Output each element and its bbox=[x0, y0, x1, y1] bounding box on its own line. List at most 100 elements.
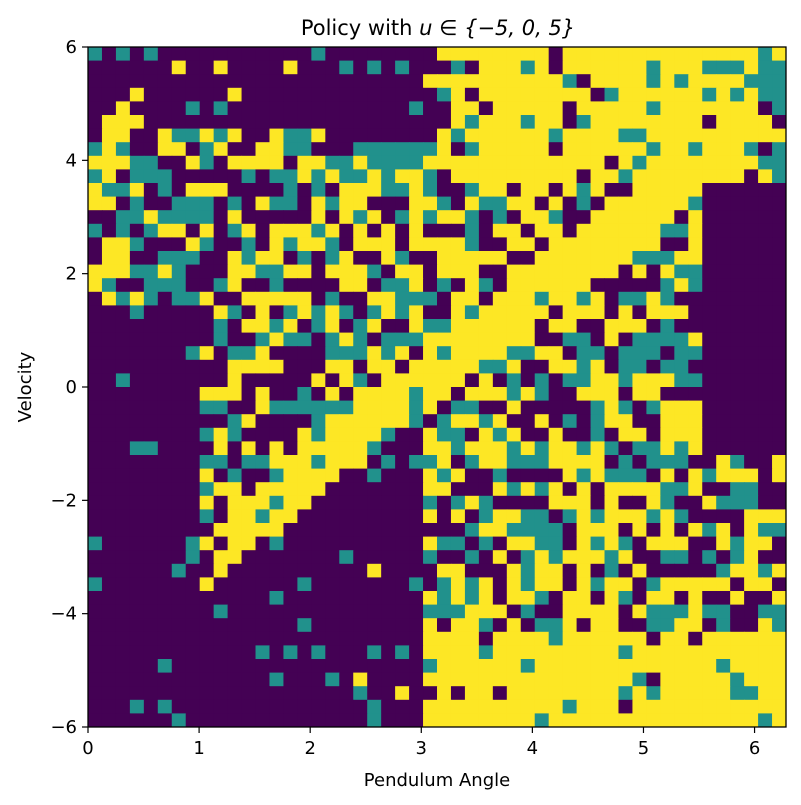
heatmap-cell bbox=[129, 47, 145, 62]
heatmap-cell bbox=[129, 196, 145, 211]
heatmap-cell bbox=[395, 482, 410, 497]
heatmap-cell bbox=[702, 686, 717, 701]
heatmap-cell bbox=[548, 60, 564, 75]
heatmap-cell bbox=[115, 291, 131, 306]
heatmap-cell bbox=[129, 60, 145, 75]
heatmap-cell bbox=[437, 223, 452, 238]
heatmap-cell bbox=[520, 332, 536, 347]
heatmap-cell bbox=[339, 74, 354, 89]
heatmap-cell bbox=[115, 482, 131, 497]
heatmap-cell bbox=[730, 237, 745, 252]
heatmap-cell bbox=[604, 387, 619, 402]
heatmap-cell bbox=[241, 183, 257, 198]
heatmap-cell bbox=[534, 169, 550, 184]
heatmap-cell bbox=[590, 74, 606, 89]
heatmap-cell bbox=[618, 468, 633, 483]
heatmap-cell bbox=[492, 155, 508, 170]
heatmap-cell bbox=[688, 495, 703, 510]
heatmap-cell bbox=[716, 346, 731, 361]
heatmap-cell bbox=[199, 631, 215, 646]
heatmap-cell bbox=[492, 319, 508, 334]
heatmap-cell bbox=[478, 387, 494, 402]
heatmap-cell bbox=[534, 373, 550, 388]
heatmap-cell bbox=[618, 155, 633, 170]
x-axis-label: Pendulum Angle bbox=[364, 770, 510, 791]
heatmap-cell bbox=[297, 305, 312, 320]
heatmap-cell bbox=[423, 387, 438, 402]
heatmap-cell bbox=[88, 577, 103, 592]
heatmap-cell bbox=[213, 359, 229, 374]
heatmap-cell bbox=[381, 319, 396, 334]
heatmap-cell bbox=[702, 332, 717, 347]
heatmap-cell bbox=[283, 563, 298, 578]
heatmap-cell bbox=[548, 346, 564, 361]
heatmap-cell bbox=[590, 128, 606, 143]
heatmap-cell bbox=[101, 414, 117, 429]
heatmap-cell bbox=[171, 563, 187, 578]
heatmap-cell bbox=[632, 169, 647, 184]
heatmap-cell bbox=[353, 155, 368, 170]
heatmap-cell bbox=[409, 523, 424, 538]
heatmap-cell bbox=[381, 699, 396, 714]
heatmap-cell bbox=[199, 713, 215, 728]
heatmap-cell bbox=[464, 455, 480, 470]
heatmap-cell bbox=[772, 400, 787, 415]
heatmap-cell bbox=[339, 142, 354, 157]
heatmap-cell bbox=[88, 183, 103, 198]
heatmap-cell bbox=[143, 468, 159, 483]
heatmap-cell bbox=[367, 699, 382, 714]
heatmap-cell bbox=[185, 577, 201, 592]
heatmap-cell bbox=[730, 482, 745, 497]
heatmap-cell bbox=[478, 47, 494, 62]
heatmap-cell bbox=[660, 577, 675, 592]
heatmap-cell bbox=[520, 251, 536, 266]
heatmap-cell bbox=[450, 251, 466, 266]
heatmap-cell bbox=[129, 645, 145, 660]
heatmap-cell bbox=[227, 509, 243, 524]
heatmap-cell bbox=[492, 128, 508, 143]
heatmap-cell bbox=[730, 74, 745, 89]
heatmap-cell bbox=[576, 183, 592, 198]
heatmap-cell bbox=[450, 659, 466, 674]
heatmap-cell bbox=[730, 128, 745, 143]
heatmap-cell bbox=[716, 455, 731, 470]
heatmap-cell bbox=[213, 577, 229, 592]
heatmap-cell bbox=[381, 359, 396, 374]
heatmap-cell bbox=[758, 713, 773, 728]
heatmap-cell bbox=[520, 686, 536, 701]
heatmap-cell bbox=[199, 509, 215, 524]
heatmap-cell bbox=[339, 495, 354, 510]
heatmap-cell bbox=[618, 101, 633, 116]
heatmap-cell bbox=[604, 305, 619, 320]
heatmap-cell bbox=[395, 210, 410, 225]
heatmap-cell bbox=[758, 699, 773, 714]
heatmap-cell bbox=[716, 672, 731, 687]
heatmap-cell bbox=[772, 332, 787, 347]
heatmap-cell bbox=[101, 196, 117, 211]
heatmap-cell bbox=[702, 455, 717, 470]
heatmap-cell bbox=[646, 659, 661, 674]
heatmap-cell bbox=[632, 482, 647, 497]
heatmap-cell bbox=[520, 169, 536, 184]
heatmap-cell bbox=[227, 359, 243, 374]
heatmap-cell bbox=[157, 142, 173, 157]
heatmap-cell bbox=[437, 291, 452, 306]
heatmap-cell bbox=[464, 319, 480, 334]
heatmap-cell bbox=[255, 210, 270, 225]
heatmap-cell bbox=[674, 128, 689, 143]
heatmap-cell bbox=[297, 482, 312, 497]
heatmap-cell bbox=[590, 87, 606, 102]
heatmap-cell bbox=[171, 686, 187, 701]
heatmap-cell bbox=[562, 591, 578, 606]
heatmap-cell bbox=[744, 223, 759, 238]
heatmap-cell bbox=[450, 155, 466, 170]
heatmap-cell bbox=[702, 128, 717, 143]
heatmap-cell bbox=[450, 414, 466, 429]
heatmap-cell bbox=[618, 523, 633, 538]
heatmap-cell bbox=[367, 536, 382, 551]
heatmap-cell bbox=[730, 455, 745, 470]
heatmap-cell bbox=[688, 373, 703, 388]
heatmap-cell bbox=[423, 87, 438, 102]
heatmap-cell bbox=[702, 210, 717, 225]
